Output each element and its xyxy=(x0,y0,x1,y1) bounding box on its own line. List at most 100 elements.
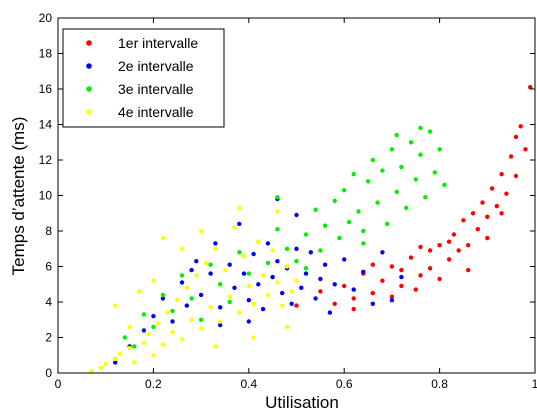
y-tick-label-4: 8 xyxy=(45,224,52,238)
data-point-s3-43 xyxy=(423,195,428,200)
data-point-s2-24 xyxy=(280,290,285,296)
data-point-s3-21 xyxy=(313,207,318,212)
data-point-s3-52 xyxy=(361,228,366,234)
data-point-s4-50 xyxy=(251,335,256,340)
data-point-s4-6 xyxy=(132,360,137,365)
legend-marker-3 xyxy=(86,86,92,92)
data-point-s4-3 xyxy=(113,356,118,361)
data-point-s4-45 xyxy=(237,205,242,211)
data-point-s2-21 xyxy=(265,241,271,246)
legend-marker-2 xyxy=(86,63,92,69)
data-point-s3-37 xyxy=(394,189,399,195)
data-point-s1-18 xyxy=(446,257,452,262)
data-point-s3-19 xyxy=(294,259,299,264)
data-point-s1-39 xyxy=(399,283,404,289)
data-point-s2-18 xyxy=(251,251,256,257)
data-point-s4-1 xyxy=(98,365,104,370)
data-point-s1-38 xyxy=(418,244,423,250)
data-point-s1-31 xyxy=(508,154,514,159)
y-tick-label-3: 6 xyxy=(45,260,52,274)
data-point-s1-41 xyxy=(351,306,356,312)
data-point-s4-28 xyxy=(241,253,247,259)
data-point-s3-33 xyxy=(375,200,380,205)
legend-label-4: 4e intervalle xyxy=(118,104,194,120)
data-point-s2-30 xyxy=(308,250,313,255)
data-point-s4-48 xyxy=(151,278,156,283)
data-point-s2-43 xyxy=(218,322,223,328)
x-tick-label-0: 0 xyxy=(55,377,62,391)
data-point-s4-19 xyxy=(198,326,204,331)
data-point-s1-28 xyxy=(494,203,499,209)
data-point-s3-45 xyxy=(432,170,437,175)
data-point-s3-9 xyxy=(198,317,204,322)
data-point-s1-19 xyxy=(451,232,457,237)
data-point-s1-32 xyxy=(513,173,519,179)
data-point-s1-2 xyxy=(332,301,337,306)
data-point-s4-16 xyxy=(184,285,189,290)
data-point-s3-2 xyxy=(132,344,137,349)
data-point-s3-46 xyxy=(437,147,442,152)
data-point-s2-9 xyxy=(198,292,204,298)
data-point-s1-34 xyxy=(513,134,519,140)
data-point-s2-27 xyxy=(294,246,299,251)
x-tick-label-5: 1 xyxy=(532,377,537,391)
data-point-s3-1 xyxy=(122,335,128,340)
data-point-s4-49 xyxy=(213,344,218,349)
legend-marker-4 xyxy=(86,109,92,115)
data-point-s3-50 xyxy=(303,266,309,271)
data-point-s3-23 xyxy=(322,223,328,228)
data-point-s3-32 xyxy=(370,157,375,163)
data-point-s1-4 xyxy=(351,296,356,301)
data-point-s3-40 xyxy=(408,140,414,145)
data-point-s2-40 xyxy=(380,250,385,255)
y-tick-label-0: 0 xyxy=(45,366,52,380)
data-point-s3-31 xyxy=(365,179,371,184)
data-point-s4-39 xyxy=(294,278,299,283)
data-point-s4-43 xyxy=(179,246,185,251)
data-point-s2-42 xyxy=(399,274,404,280)
data-point-s2-20 xyxy=(260,306,266,312)
data-point-s2-34 xyxy=(327,310,333,315)
y-tick-label-7: 14 xyxy=(39,118,53,132)
data-point-s4-36 xyxy=(280,303,285,308)
data-point-s4-32 xyxy=(260,273,266,278)
data-point-s4-12 xyxy=(165,310,170,315)
data-point-s3-44 xyxy=(427,129,433,134)
data-point-s2-32 xyxy=(318,276,323,282)
data-point-s1-21 xyxy=(461,218,466,223)
data-point-s4-13 xyxy=(170,330,175,335)
data-point-s3-27 xyxy=(346,219,352,225)
y-tick-label-1: 2 xyxy=(45,331,52,345)
data-point-s2-12 xyxy=(218,305,223,310)
data-point-s4-11 xyxy=(160,342,166,347)
data-point-s4-41 xyxy=(136,289,142,294)
data-point-s2-6 xyxy=(179,280,185,285)
data-point-s2-14 xyxy=(232,285,237,290)
data-point-s4-14 xyxy=(175,298,180,303)
data-point-s4-38 xyxy=(289,289,294,294)
data-point-s3-42 xyxy=(418,152,423,157)
data-point-s1-37 xyxy=(446,239,452,244)
data-point-s3-25 xyxy=(337,235,342,241)
data-point-s3-36 xyxy=(389,147,395,152)
data-point-s1-9 xyxy=(389,294,395,299)
legend-label-3: 3e intervalle xyxy=(118,81,194,97)
data-point-s1-27 xyxy=(489,186,495,191)
data-point-s4-46 xyxy=(275,209,280,214)
data-point-s3-4 xyxy=(151,324,156,330)
data-point-s4-40 xyxy=(113,303,118,308)
data-point-s4-27 xyxy=(237,310,242,315)
data-point-s4-17 xyxy=(189,317,194,322)
data-point-s3-49 xyxy=(394,132,399,138)
data-point-s2-28 xyxy=(299,285,304,290)
data-point-s3-18 xyxy=(284,246,290,251)
data-point-s2-41 xyxy=(389,298,395,303)
data-point-s1-29 xyxy=(499,172,504,177)
data-point-s3-7 xyxy=(179,273,185,278)
data-point-s3-17 xyxy=(275,227,280,232)
points-layer xyxy=(89,85,533,374)
data-point-s1-8 xyxy=(389,264,395,269)
data-point-s3-16 xyxy=(265,260,271,266)
data-point-s4-2 xyxy=(103,361,108,367)
